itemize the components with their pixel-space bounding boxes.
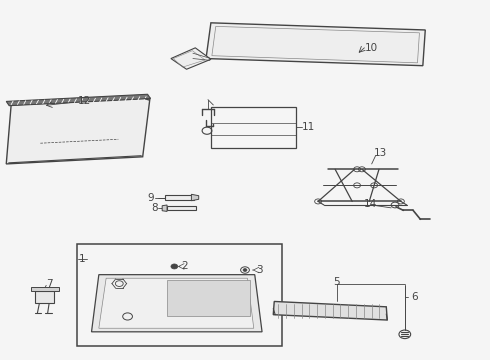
- Circle shape: [171, 264, 178, 269]
- Text: 2: 2: [181, 261, 187, 271]
- Text: 8: 8: [151, 203, 158, 213]
- Polygon shape: [165, 195, 194, 201]
- Polygon shape: [99, 278, 254, 328]
- Polygon shape: [6, 98, 150, 164]
- Text: 1: 1: [78, 253, 85, 264]
- Circle shape: [243, 269, 247, 271]
- Text: 4: 4: [133, 317, 140, 327]
- Text: 5: 5: [333, 277, 340, 287]
- Text: 11: 11: [302, 122, 315, 132]
- Text: 12: 12: [77, 96, 91, 107]
- Text: 14: 14: [364, 199, 377, 209]
- Text: 7: 7: [46, 279, 52, 289]
- Text: 3: 3: [256, 265, 263, 275]
- Bar: [77, 244, 282, 346]
- Polygon shape: [192, 194, 199, 201]
- Polygon shape: [167, 206, 196, 210]
- Text: 9: 9: [147, 193, 154, 203]
- Polygon shape: [171, 48, 211, 69]
- Polygon shape: [167, 280, 250, 316]
- Polygon shape: [34, 292, 54, 303]
- Bar: [211, 107, 296, 148]
- Polygon shape: [162, 205, 167, 211]
- Text: 6: 6: [411, 292, 418, 302]
- Text: 13: 13: [374, 148, 387, 158]
- Polygon shape: [273, 301, 387, 320]
- Polygon shape: [6, 94, 150, 106]
- Text: 10: 10: [365, 43, 378, 53]
- Polygon shape: [30, 287, 59, 292]
- Polygon shape: [92, 275, 262, 332]
- Polygon shape: [206, 23, 425, 66]
